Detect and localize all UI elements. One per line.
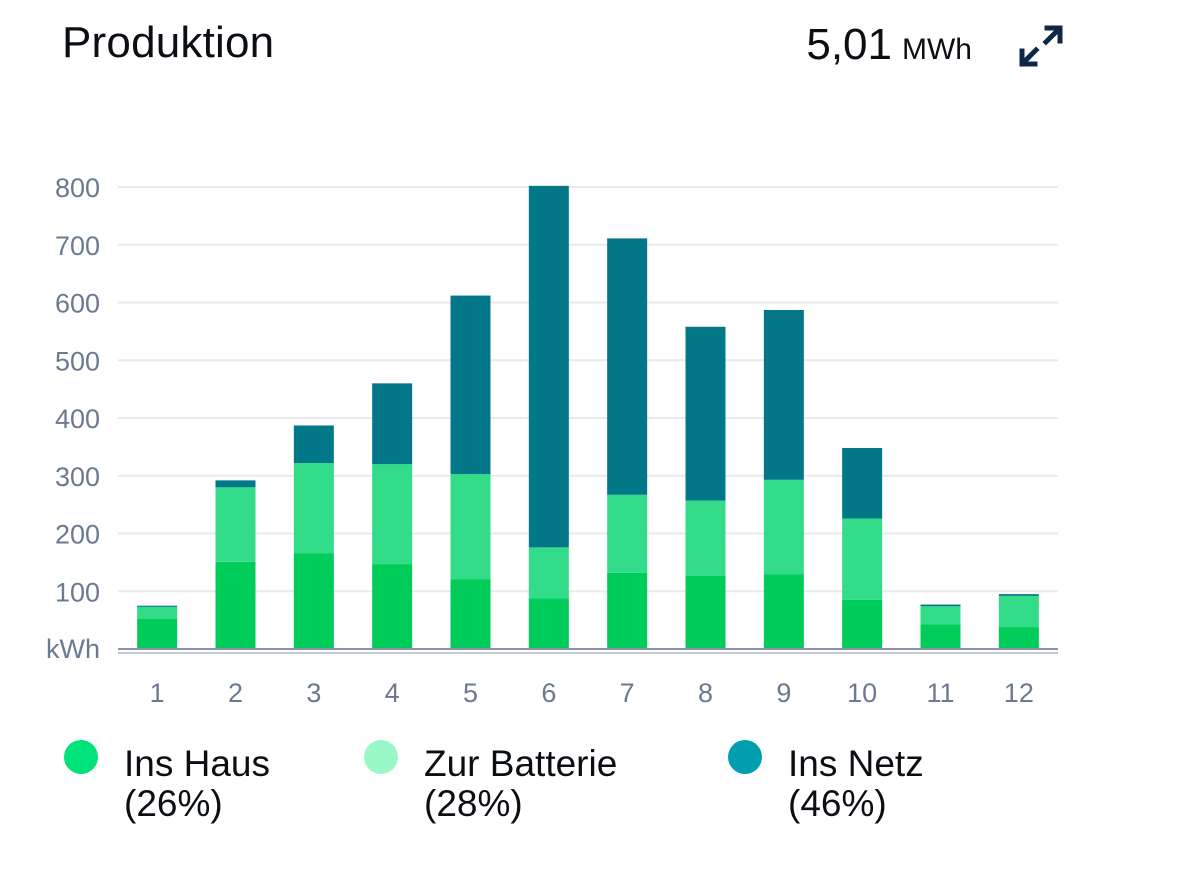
bar-9-ins-haus [763, 574, 804, 649]
total-production: 5,01 MWh [806, 20, 972, 70]
legend-percent-zur-batterie: (28%) [424, 783, 523, 824]
bar-11-ins-netz [920, 604, 961, 607]
bar-1-ins-haus [137, 618, 178, 649]
legend: Ins Haus (26%) Zur Batterie (28%) Ins Ne… [0, 740, 1179, 840]
x-tick-label-5: 5 [463, 678, 478, 708]
y-tick-label-200: 200 [55, 520, 100, 550]
bar-8-ins-haus [685, 575, 726, 649]
bar-6-ins-netz [528, 185, 569, 548]
x-tick-label-7: 7 [620, 678, 635, 708]
bar-5-ins-haus [450, 579, 491, 649]
bar-10-ins-haus [842, 599, 883, 649]
bar-2-zur-batterie [215, 487, 256, 562]
bar-11-zur-batterie [920, 606, 961, 625]
x-tick-label-4: 4 [385, 678, 400, 708]
bar-6-zur-batterie [528, 547, 569, 599]
bar-6-ins-haus [528, 598, 569, 649]
bar-11-ins-haus [920, 624, 961, 649]
y-tick-label-600: 600 [55, 289, 100, 319]
bar-5-zur-batterie [450, 474, 491, 580]
total-unit: MWh [902, 33, 972, 66]
bar-3-zur-batterie [293, 463, 334, 554]
legend-label-ins-haus: Ins Haus [124, 743, 271, 784]
bar-3-ins-netz [293, 425, 334, 464]
bar-8-ins-netz [685, 326, 726, 501]
bar-9-ins-netz [763, 310, 804, 480]
bar-7-zur-batterie [607, 494, 648, 573]
total-value: 5,01 [806, 20, 892, 69]
x-tick-label-8: 8 [698, 678, 713, 708]
page-title: Produktion [62, 18, 275, 67]
legend-dot-zur-batterie [364, 740, 398, 774]
expand-arrows-icon[interactable] [1018, 24, 1064, 68]
x-tick-label-6: 6 [541, 678, 556, 708]
y-tick-label-500: 500 [55, 346, 100, 376]
bar-1-ins-netz [137, 605, 178, 607]
y-tick-label-100: 100 [55, 577, 100, 607]
bar-10-zur-batterie [842, 518, 883, 600]
legend-label-ins-netz: Ins Netz [788, 743, 924, 784]
bar-10-ins-netz [842, 448, 883, 519]
bar-2-ins-haus [215, 561, 256, 649]
bar-12-ins-netz [998, 594, 1039, 596]
legend-percent-ins-haus: (26%) [124, 783, 223, 824]
x-tick-label-3: 3 [306, 678, 321, 708]
x-tick-label-9: 9 [776, 678, 791, 708]
bar-1-zur-batterie [137, 606, 178, 619]
y-tick-label-300: 300 [55, 462, 100, 492]
x-tick-label-12: 12 [1004, 678, 1034, 708]
bar-7-ins-netz [607, 238, 648, 495]
y-axis-unit-label: kWh [46, 634, 100, 664]
bar-4-ins-haus [372, 564, 413, 649]
bar-4-zur-batterie [372, 464, 413, 565]
x-tick-label-10: 10 [847, 678, 877, 708]
legend-dot-ins-haus [64, 740, 98, 774]
bar-3-ins-haus [293, 553, 334, 649]
bar-2-ins-netz [215, 480, 256, 488]
bar-8-zur-batterie [685, 500, 726, 576]
legend-percent-ins-netz: (46%) [788, 783, 887, 824]
bar-12-ins-haus [998, 627, 1039, 649]
legend-dot-ins-netz [728, 740, 762, 774]
y-tick-label-800: 800 [55, 173, 100, 203]
y-tick-label-400: 400 [55, 404, 100, 434]
bar-12-zur-batterie [998, 595, 1039, 628]
bar-7-ins-haus [607, 572, 648, 649]
bar-9-zur-batterie [763, 479, 804, 575]
legend-label-zur-batterie: Zur Batterie [424, 743, 618, 784]
x-tick-label-2: 2 [228, 678, 243, 708]
bar-4-ins-netz [372, 383, 413, 465]
bar-5-ins-netz [450, 295, 491, 475]
x-tick-label-11: 11 [926, 678, 954, 708]
y-tick-label-700: 700 [55, 231, 100, 261]
x-tick-label-1: 1 [150, 678, 165, 708]
